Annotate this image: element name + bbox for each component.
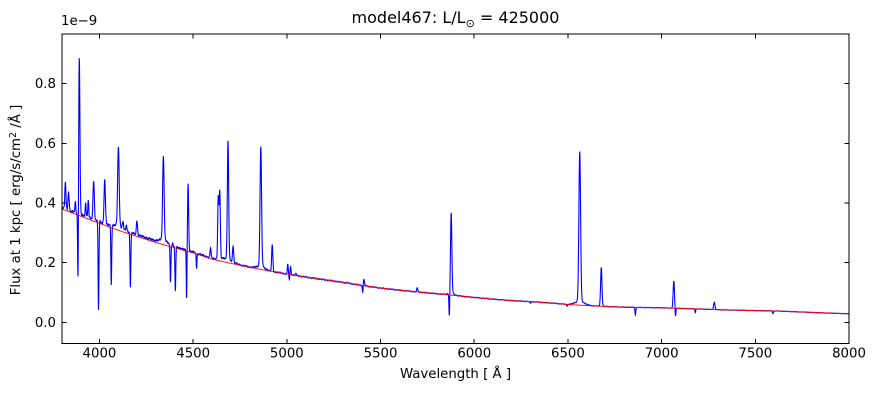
axes-border [61,33,850,344]
plot-title: model467: L/L⊙ = 425000 [62,8,849,33]
x-tick-label: 8000 [832,347,866,362]
y-tick-label: 0.2 [35,256,56,271]
odot-subscript: ⊙ [465,17,475,30]
x-axis-label: Wavelength [ Å ] [399,367,512,382]
y-axis-label: Flux at 1 kpc [ erg/s/cm2 /Å ] [8,105,24,296]
x-tick-label: 7500 [738,347,772,362]
y-axis-offset-label: 1e−9 [61,14,98,29]
x-tick-label: 6000 [457,347,491,362]
x-tick-label: 4000 [83,347,117,362]
x-tick-label: 5500 [364,347,398,362]
y-tick-label: 0.8 [35,77,56,92]
x-tick-label: 7000 [645,347,679,362]
spectrum-line [61,58,850,318]
y-axis-label-text: Flux at 1 kpc [ erg/s/cm [9,138,24,296]
x-tick-label: 5000 [270,347,304,362]
y-tick-label: 0.6 [35,137,56,152]
plot-title-value: = 425000 [474,8,560,27]
plot-title-text: model467: L/L [351,8,466,27]
continuum-fit-line [61,208,850,315]
x-tick-label: 6500 [551,347,585,362]
squared-superscript: 2 [8,131,19,139]
x-tick-label: 4500 [176,347,210,362]
y-tick-label: 0.0 [35,316,56,331]
y-axis-label-units: /Å ] [9,104,24,132]
y-tick-label: 0.4 [35,197,56,212]
